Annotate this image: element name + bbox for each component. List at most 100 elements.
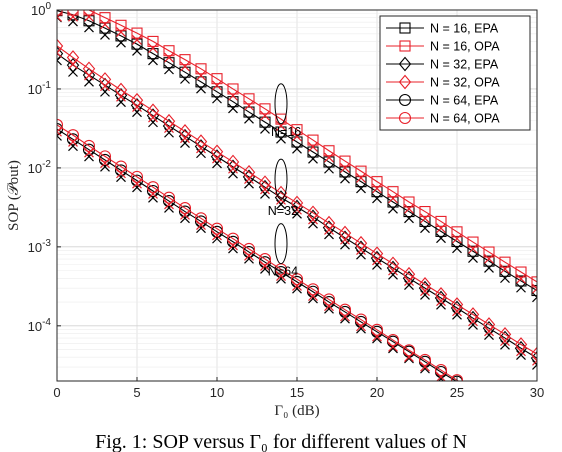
series-cross-point [57,130,62,141]
series-cross-point [469,394,478,403]
series-marker-point [258,253,272,266]
series-marker-point [226,154,240,170]
series-marker-point [82,67,96,83]
series-cross-point [340,173,350,184]
series-marker-point [226,232,240,245]
y-tick-label: 10-2 [28,159,52,176]
series-marker-point [66,57,80,73]
series-marker-point [306,205,320,221]
series-0 [57,10,537,303]
legend-entry: N = 16, OPA [386,40,500,54]
series-cross-point [100,158,110,169]
series-cross-point [276,273,286,284]
series-cross-point [404,352,414,363]
series-cross-point [436,223,446,234]
legend-label: N = 32, OPA [430,76,500,90]
series-cross-point [228,240,238,251]
series-marker-point [194,212,208,225]
series-marker-point [338,225,352,241]
series-cross-point [276,133,286,144]
series-marker-point [82,139,96,152]
series-marker-point [114,160,128,173]
series-marker-point [354,313,368,326]
series-cross-point [212,233,222,244]
series-marker-point [419,206,431,218]
series-marker-point [370,246,384,262]
series-marker-point [66,129,80,142]
series-marker-point [146,103,160,119]
series-cross-point [420,363,430,374]
series-cross-point [404,203,414,214]
legend-marker [398,111,412,125]
series-cross-point [180,213,190,224]
y-tick-label: 10-4 [28,317,52,334]
series-cross-point [180,61,190,72]
series-cross-point [420,361,430,372]
figure-caption: Fig. 1: SOP versus Γ₀ for different valu… [95,431,467,452]
series-cross-point [116,168,126,179]
series-cross-point [180,209,190,220]
series-cross-point [164,64,174,75]
series-marker-point [499,265,511,277]
series-cross-point [452,233,462,244]
series-cross-point [196,83,206,94]
series-cross-point [292,143,302,154]
series-cross-point [196,223,206,234]
series-cross-point [324,303,334,314]
series-cross-point [148,192,158,203]
series-cross-point [468,243,478,254]
series-marker-point [162,113,176,129]
legend-marker [399,22,411,34]
series-marker-point [179,54,191,66]
series-marker-point [178,124,192,139]
series-cross-point [485,404,494,413]
series-marker-point [290,275,304,288]
series-cross-point [244,113,254,124]
series-cross-point [500,273,510,284]
series-marker-point [450,297,464,312]
series-marker-point [323,145,335,157]
series-marker-point [259,116,271,128]
series-marker-point [195,76,207,88]
series-marker-point [498,326,512,342]
series-marker-point [450,374,464,381]
series-cross-point [500,264,510,274]
x-tick-label: 20 [370,385,384,400]
x-tick-label: 10 [210,385,224,400]
series-marker-point [57,46,64,62]
legend: N = 16, EPA N = 16, OPA N = 32, EPA N = 32,… [379,15,531,131]
y-tick-label: 10-3 [28,238,52,255]
legend-label: N = 64, OPA [430,112,500,126]
series-cross-point [324,152,334,163]
series-cross-point [517,423,526,432]
series-cross-point [388,343,398,354]
series-cross-point [340,311,350,322]
series-marker-point [83,15,95,27]
series-cross-point [57,11,62,22]
series-cross-point [340,162,350,173]
series-marker-point [483,255,495,267]
series-marker-point [355,165,367,177]
series-marker-point [516,416,527,427]
series-cross-point [132,178,142,189]
annotations: N=16 N=32 N=64 [268,83,301,278]
x-tick-label: 0 [53,385,60,400]
series-line [57,128,457,381]
series-line [57,53,537,359]
series-cross-point [68,16,78,27]
series-line [57,10,537,291]
series-marker-point [418,277,432,292]
series-1 [57,10,537,294]
annotation-ellipse [274,158,288,200]
series-marker-point [339,166,351,178]
series-cross-point [164,199,174,210]
series-marker-point [211,86,223,98]
series-marker-point [57,38,64,54]
series-marker-point [259,103,271,115]
series-cross-point [260,124,270,134]
series-cross-point [132,182,142,193]
series-marker-point [515,266,527,278]
series-cross-point [388,203,398,214]
series-cross-point [501,413,510,422]
series-cross-point [244,253,254,264]
